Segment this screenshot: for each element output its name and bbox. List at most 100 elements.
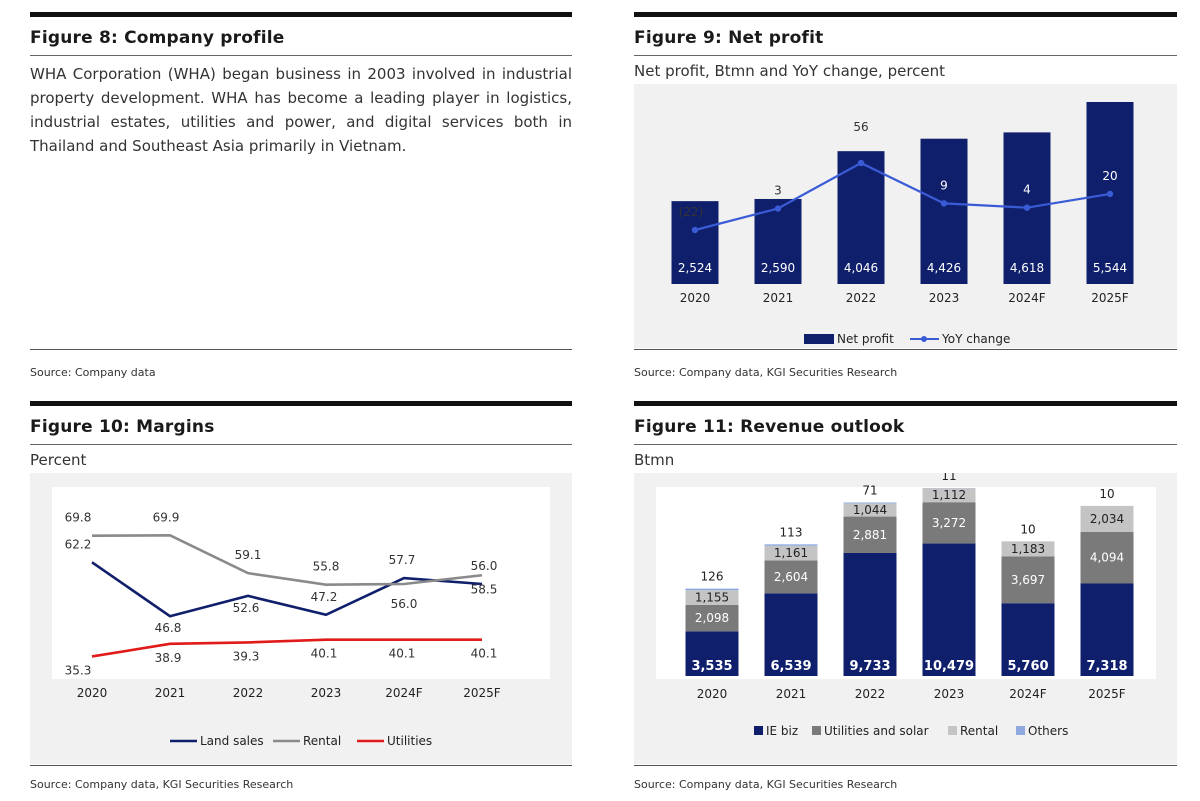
rental-label-2025f: 2,034 bbox=[1090, 512, 1124, 526]
utilities-and-solar-segment-2024f bbox=[1001, 556, 1055, 604]
utilities-and-solar-segment-2020 bbox=[685, 604, 739, 632]
x-tick-label-2020: 2020 bbox=[680, 291, 711, 305]
revenue-plot-area bbox=[656, 487, 1156, 679]
utilities-and-solar-label-2021: 2,604 bbox=[774, 570, 808, 584]
fig10-top-rule bbox=[30, 401, 572, 406]
utilities-label-2022: 39.3 bbox=[233, 649, 260, 663]
rental-label-2023: 1,112 bbox=[932, 488, 966, 502]
ie-biz-segment-2025f bbox=[1080, 583, 1134, 676]
ie-biz-label-2024f: 5,760 bbox=[1007, 659, 1048, 674]
utilities-and-solar-segment-2021 bbox=[764, 560, 818, 594]
net-profit-bar-2023 bbox=[920, 138, 968, 284]
fig8-source: Source: Company data bbox=[30, 366, 156, 379]
x-tick-label-2021: 2021 bbox=[763, 291, 794, 305]
fig11-top-rule bbox=[634, 401, 1177, 406]
x-tick-label-2024f: 2024F bbox=[1008, 291, 1046, 305]
fig9-title-rule bbox=[634, 55, 1177, 56]
ie-biz-segment-2021 bbox=[764, 593, 818, 676]
fig8-panel: Figure 8: Company profile WHA Corporatio… bbox=[30, 12, 572, 387]
ie-biz-segment-2024f bbox=[1001, 603, 1055, 676]
rental-label-2025f: 58.5 bbox=[471, 582, 498, 596]
rental-segment-2025f bbox=[1080, 506, 1134, 532]
fig10-bottom-rule bbox=[30, 765, 572, 766]
land-sales-label-2023: 47.2 bbox=[311, 590, 338, 604]
utilities-line bbox=[91, 638, 482, 658]
utilities-and-solar-label-2024f: 3,697 bbox=[1011, 573, 1045, 587]
x-tick-label-2020: 2020 bbox=[77, 686, 108, 700]
net-profit-label-2023: 4,426 bbox=[927, 261, 961, 275]
x-tick-label-2025f: 2025F bbox=[1091, 291, 1129, 305]
net-profit-label-2025f: 5,544 bbox=[1093, 261, 1127, 275]
yoy-label-2023: 9 bbox=[940, 178, 948, 192]
ie-biz-label-2025f: 7,318 bbox=[1086, 659, 1127, 674]
utilities-and-solar-label-2023: 3,272 bbox=[932, 516, 966, 530]
others-label-2021: 113 bbox=[780, 525, 803, 539]
rental-segment-2020 bbox=[685, 590, 739, 605]
yoy-label-2025f: 20 bbox=[1102, 169, 1117, 183]
others-segment-2020 bbox=[685, 588, 739, 591]
fig10-title: Figure 10: Margins bbox=[30, 417, 215, 437]
legend-label-yoy-change: YoY change bbox=[941, 332, 1010, 346]
fig9-subtitle: Net profit, Btmn and YoY change, percent bbox=[634, 62, 946, 80]
legend-swatch-others bbox=[1016, 726, 1025, 735]
utilities-label-2020: 35.3 bbox=[65, 663, 92, 677]
land-sales-label-2020: 62.2 bbox=[65, 537, 92, 551]
yoy-label-2024f: 4 bbox=[1023, 183, 1031, 197]
fig8-title-rule bbox=[30, 55, 572, 56]
yoy-point-2025f bbox=[1106, 190, 1114, 198]
ie-biz-segment-2020 bbox=[685, 631, 739, 676]
x-tick-label-2022: 2022 bbox=[233, 686, 264, 700]
yoy-label-2021: 3 bbox=[774, 184, 782, 198]
ie-biz-segment-2022 bbox=[843, 552, 897, 676]
x-tick-label-2020: 2020 bbox=[697, 687, 728, 701]
others-segment-2022 bbox=[843, 502, 897, 504]
fig11-subtitle: Btmn bbox=[634, 451, 675, 469]
margins-chart: 62.2 46.8 52.6 47.2 57.7 56.0 69.8 69.9 59.1 55.8… bbox=[52, 487, 550, 748]
rental-label-2022: 1,044 bbox=[853, 503, 887, 517]
fig9-bottom-rule bbox=[634, 349, 1177, 350]
fig9-panel: Figure 9: Net profit Net profit, Btmn an… bbox=[634, 12, 1177, 387]
utilities-label-2025f: 40.1 bbox=[471, 647, 498, 661]
yoy-label-2022: 56 bbox=[853, 120, 868, 134]
fig11-panel: Figure 11: Revenue outlook Btmn 3,535 2,0… bbox=[634, 401, 1177, 801]
utilities-label-2024f: 40.1 bbox=[389, 647, 416, 661]
legend-label-rental: Rental bbox=[960, 724, 998, 738]
land-sales-label-2021: 46.8 bbox=[155, 621, 182, 635]
utilities-and-solar-segment-2025f bbox=[1080, 531, 1134, 584]
ie-biz-segment-2023 bbox=[922, 543, 976, 676]
others-label-2020: 126 bbox=[701, 570, 724, 584]
others-label-2022: 71 bbox=[862, 483, 877, 497]
rental-segment-2021 bbox=[764, 545, 818, 561]
utilities-and-solar-label-2020: 2,098 bbox=[695, 611, 729, 625]
land-sales-label-2022: 52.6 bbox=[233, 601, 260, 615]
utilities-label-2023: 40.1 bbox=[311, 647, 338, 661]
rental-segment-2022 bbox=[843, 503, 897, 517]
x-tick-label-2025f: 2025F bbox=[463, 686, 501, 700]
others-label-2024f: 10 bbox=[1020, 522, 1035, 536]
x-tick-label-2023: 2023 bbox=[311, 686, 342, 700]
others-segment-2021 bbox=[764, 544, 818, 546]
utilities-and-solar-segment-2022 bbox=[843, 516, 897, 553]
legend-label-utilities-and-solar: Utilities and solar bbox=[824, 724, 929, 738]
x-tick-label-2021: 2021 bbox=[776, 687, 807, 701]
ie-biz-label-2021: 6,539 bbox=[770, 659, 811, 674]
fig10-subtitle: Percent bbox=[30, 451, 87, 469]
others-label-2023: 11 bbox=[941, 473, 956, 483]
legend-label-land-sales: Land sales bbox=[200, 734, 264, 748]
legend-label-rental: Rental bbox=[303, 734, 341, 748]
fig10-panel: Figure 10: Margins Percent 62.2 46.8 52.6 4… bbox=[30, 401, 572, 801]
others-label-2025f: 10 bbox=[1099, 487, 1114, 501]
rental-label-2021: 1,161 bbox=[774, 546, 808, 560]
rental-label-2021: 69.9 bbox=[153, 510, 180, 524]
fig8-top-rule bbox=[30, 12, 572, 17]
utilities-label-2021: 38.9 bbox=[155, 651, 182, 665]
x-tick-label-2024f: 2024F bbox=[385, 686, 423, 700]
legend-swatch-rental bbox=[948, 726, 957, 735]
fig11-bottom-rule bbox=[634, 765, 1177, 766]
legend-swatch-net-profit bbox=[804, 334, 834, 344]
fig10-source: Source: Company data, KGI Securities Res… bbox=[30, 778, 294, 791]
utilities-and-solar-label-2022: 2,881 bbox=[853, 528, 887, 542]
fig11-title: Figure 11: Revenue outlook bbox=[634, 417, 905, 437]
legend-swatch-utilities-and-solar bbox=[812, 726, 821, 735]
yoy-point-2022 bbox=[857, 159, 865, 167]
